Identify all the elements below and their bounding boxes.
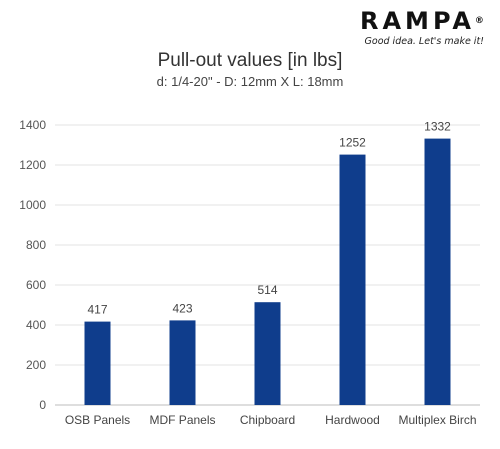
y-tick-label: 1200 <box>19 158 46 172</box>
x-tick-label: MDF Panels <box>149 413 215 427</box>
y-tick-label: 1400 <box>19 118 46 132</box>
data-label: 514 <box>257 283 277 297</box>
x-tick-label: Multiplex Birch <box>398 413 476 427</box>
logo-wordmark-text: RAMPA <box>360 7 475 35</box>
rampa-logo: RAMPA® Good idea. Let's make it! <box>360 8 484 47</box>
y-tick-label: 0 <box>39 398 46 412</box>
bar <box>339 154 366 405</box>
y-tick-label: 800 <box>26 238 46 252</box>
bar <box>169 320 196 405</box>
y-tick-label: 200 <box>26 358 46 372</box>
data-label: 1252 <box>339 136 366 150</box>
y-tick-label: 400 <box>26 318 46 332</box>
chart-title: Pull-out values [in lbs] <box>157 50 343 71</box>
data-label: 1332 <box>424 120 451 134</box>
registered-mark: ® <box>474 16 484 26</box>
logo-wordmark: RAMPA® <box>360 8 484 34</box>
chart-subtitle: d: 1/4-20" - D: 12mm X L: 18mm <box>156 74 344 89</box>
x-tick-label: Chipboard <box>240 413 295 427</box>
logo-tagline: Good idea. Let's make it! <box>364 36 484 47</box>
x-tick-label: OSB Panels <box>65 413 130 427</box>
bar <box>424 138 451 405</box>
data-label: 423 <box>172 301 192 315</box>
bar <box>84 321 111 405</box>
data-label: 417 <box>87 303 107 317</box>
y-tick-label: 600 <box>26 278 46 292</box>
y-tick-label: 1000 <box>19 198 46 212</box>
bar <box>254 302 281 405</box>
x-tick-label: Hardwood <box>325 413 380 427</box>
